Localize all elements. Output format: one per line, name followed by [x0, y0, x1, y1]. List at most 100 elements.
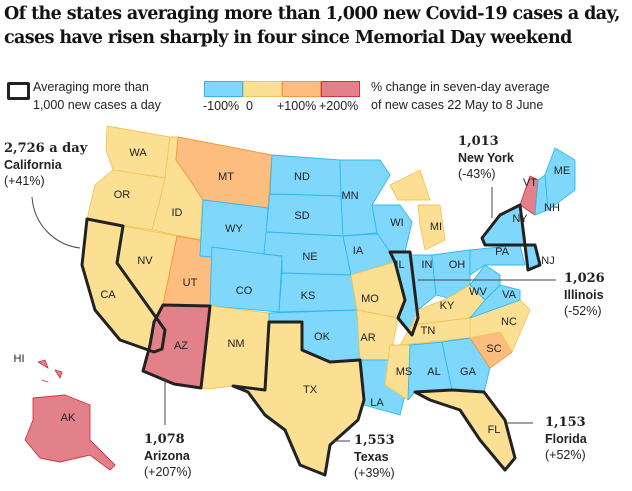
state-label-me: ME — [554, 165, 571, 177]
annotation-change: (+52%) — [545, 448, 586, 462]
highlight-outline-tx — [231, 320, 366, 477]
state-label-ks: KS — [301, 290, 316, 302]
highlight-box-icon — [7, 82, 30, 100]
highlight-outline-az — [141, 303, 212, 390]
state-label-vt: VT — [523, 177, 537, 189]
state-label-oh: OH — [449, 259, 466, 271]
state-label-ga: GA — [460, 366, 477, 378]
annotation-state-name: New York — [458, 151, 514, 165]
state-label-nh: NH — [544, 202, 560, 214]
state-me — [544, 147, 576, 211]
state-va — [469, 284, 521, 319]
state-label-tn: TN — [421, 325, 436, 337]
annotation-change: (+41%) — [4, 174, 45, 188]
scale-swatch-100-200 — [282, 81, 321, 97]
state-label-fl: FL — [488, 424, 501, 436]
scale-label: +100% — [277, 99, 317, 113]
annotation-new-york: 1,013 New York (-43%) — [458, 134, 514, 182]
highlight-outline-fl — [413, 388, 517, 472]
state-label-nv: NV — [137, 255, 153, 267]
annotation-value: 1,013 — [458, 134, 499, 149]
state-label-sc: SC — [486, 343, 501, 355]
annotation-value: 1,553 — [354, 433, 395, 448]
annotation-value: 1,153 — [545, 415, 586, 430]
annotation-change: (-52%) — [564, 304, 602, 318]
annotation-state-name: California — [4, 158, 62, 172]
annotation-arizona: 1,078 Arizona (+207%) — [144, 432, 192, 480]
state-ga — [441, 337, 491, 393]
annotation-state-name: Arizona — [144, 449, 190, 463]
annotation-value: 1,078 — [144, 432, 185, 447]
state-label-hi: HI — [14, 353, 25, 365]
legend-box-label-line2: 1,000 new cases a day — [33, 98, 161, 112]
state-label-wv: WV — [469, 286, 487, 298]
state-ks — [278, 272, 358, 313]
state-label-al: AL — [427, 366, 440, 378]
annotation-texas: 1,553 Texas (+39%) — [354, 433, 395, 481]
scale-label: -100% — [203, 99, 240, 113]
legend-scale-title: % change in seven-day average of new cas… — [371, 78, 550, 114]
state-ak — [24, 394, 116, 471]
annotation-illinois: 1,026 Illinois (-52%) — [564, 271, 605, 319]
annotation-change: (-43%) — [458, 167, 496, 181]
state-label-ak: AK — [61, 412, 76, 424]
leader-line-california — [31, 196, 81, 249]
state-label-va: VA — [502, 289, 517, 301]
state-label-ny: NY — [512, 213, 528, 225]
state-label-il: IL — [395, 259, 404, 271]
state-ny — [481, 204, 526, 246]
annotation-state-name: Florida — [545, 432, 587, 446]
annotation-california: 2,726 a day California (+41%) — [4, 141, 87, 189]
state-label-az: AZ — [174, 340, 188, 352]
state-label-tx: TX — [303, 384, 318, 396]
highlight-outline-nj — [523, 243, 542, 272]
state-mi — [389, 169, 446, 251]
state-label-mn: MN — [341, 190, 358, 202]
highlight-outline-ca — [80, 217, 167, 354]
state-label-ia: IA — [353, 245, 364, 257]
state-label-mo: MO — [361, 293, 379, 305]
annotation-change: (+39%) — [354, 466, 395, 480]
state-label-id: ID — [172, 207, 183, 219]
state-label-ok: OK — [314, 331, 331, 343]
state-label-in: IN — [422, 259, 433, 271]
annotation-state-name: Texas — [354, 450, 389, 464]
scale-label: 0 — [246, 99, 253, 113]
legend-box-label: Averaging more than 1,000 new cases a da… — [33, 78, 161, 114]
state-label-mi: MI — [430, 221, 442, 233]
legend-scale-title-line2: of new cases 22 May to 8 June — [371, 98, 544, 112]
annotation-state-name: Illinois — [564, 288, 604, 302]
scale-label: +200% — [319, 99, 359, 113]
state-label-or: OR — [114, 189, 131, 201]
state-label-ne: NE — [302, 251, 317, 263]
state-label-mt: MT — [218, 171, 234, 183]
annotation-value: 1,026 — [564, 271, 605, 286]
state-co — [209, 246, 283, 313]
annotation-value: 2,726 a day — [4, 141, 88, 156]
legend-box-label-line1: Averaging more than — [33, 80, 149, 94]
state-label-wa: WA — [129, 147, 147, 159]
state-label-sd: SD — [294, 210, 309, 222]
state-label-ky: KY — [440, 300, 455, 312]
scale-swatch-decrease — [204, 81, 243, 97]
state-label-ar: AR — [360, 332, 375, 344]
state-hi — [37, 359, 63, 383]
state-label-pa: PA — [495, 246, 510, 258]
annotation-florida: 1,153 Florida (+52%) — [545, 415, 587, 463]
state-label-wy: WY — [225, 223, 243, 235]
annotation-change: (+207%) — [144, 465, 192, 479]
state-label-nc: NC — [501, 316, 517, 328]
scale-swatch-0-100 — [243, 81, 282, 97]
state-label-nj: NJ — [541, 255, 554, 267]
highlight-outline-il — [388, 250, 420, 337]
scale-swatch-200-plus — [321, 81, 360, 97]
state-label-nd: ND — [294, 171, 310, 183]
chart-title: Of the states averaging more than 1,000 … — [4, 4, 620, 48]
state-label-ut: UT — [183, 277, 198, 289]
state-label-la: LA — [370, 397, 384, 409]
state-label-nm: NM — [227, 338, 244, 350]
state-label-ca: CA — [100, 289, 116, 301]
state-label-wi: WI — [390, 217, 403, 229]
state-label-ms: MS — [396, 366, 413, 378]
